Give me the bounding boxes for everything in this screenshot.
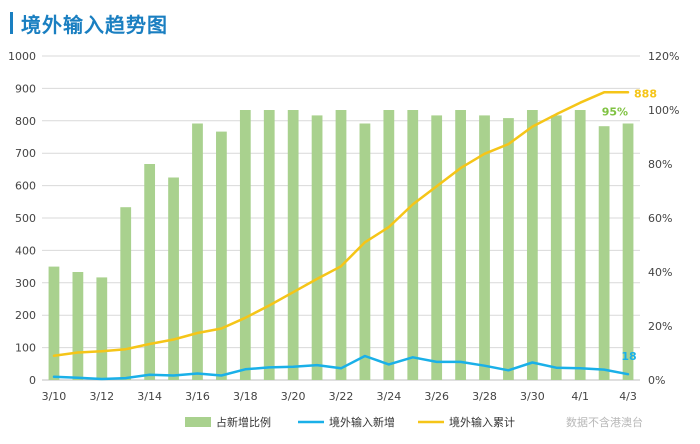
bar-share-3/21 [311, 115, 323, 381]
bar-share-3/27 [455, 110, 466, 380]
chart-title: 境外输入趋势图 [21, 12, 168, 37]
bar-share-3/22 [335, 110, 347, 380]
bar-share-3/16 [192, 123, 203, 380]
bar-share-3/17 [216, 131, 227, 380]
bar-share-3/30 [526, 110, 538, 380]
bar-share-3/19 [263, 110, 275, 380]
bar-share-3/26 [431, 115, 443, 381]
right-axis-tick-label: 0% [648, 374, 665, 387]
left-axis-tick-label: 0 [29, 374, 36, 387]
x-axis-tick-label: 3/28 [472, 390, 497, 403]
title-accent-bar [10, 12, 13, 34]
cumulative-last-label: 888 [634, 87, 657, 100]
line-cumulative-imported [52, 91, 630, 357]
bar-share-3/11 [72, 272, 84, 380]
left-axis-tick-label: 900 [15, 82, 36, 95]
x-axis-tick-label: 3/30 [520, 390, 545, 403]
bar-share-3/29 [503, 118, 514, 380]
x-axis-tick-label: 3/18 [233, 390, 258, 403]
bar-share-3/24 [383, 110, 395, 380]
right-axis-tick-label: 120% [648, 50, 679, 63]
left-axis-tick-label: 500 [15, 212, 36, 225]
new-last-label: 18 [621, 350, 636, 363]
right-axis-tick-label: 80% [648, 158, 672, 171]
left-axis-tick-label: 600 [15, 180, 36, 193]
chart-title-wrap: 境外输入趋势图 [10, 6, 168, 40]
bar-share-3/28 [479, 115, 490, 381]
bar-share-3/13 [120, 207, 132, 380]
line-new-imported [52, 354, 630, 381]
x-axis-tick-label: 3/26 [424, 390, 449, 403]
x-axis-tick-label: 3/10 [42, 390, 67, 403]
share-last-label: 95% [602, 106, 628, 119]
bar-share-3/10 [48, 266, 60, 380]
watermark-text: 数据不含港澳台 [566, 415, 643, 429]
bar-share-3/15 [168, 177, 179, 380]
right-axis-tick-label: 20% [648, 320, 672, 333]
left-axis-tick-label: 700 [15, 147, 36, 160]
right-axis-tick-label: 100% [648, 104, 679, 117]
bar-share-4/2 [598, 126, 610, 380]
bar-share-4/3 [622, 123, 634, 380]
left-axis-tick-label: 300 [15, 277, 36, 290]
left-axis-tick-label: 200 [15, 309, 36, 322]
legend-swatch-share [185, 417, 211, 427]
x-axis-tick-label: 3/22 [329, 390, 354, 403]
x-axis-tick-label: 3/16 [185, 390, 210, 403]
bar-share-4/1 [574, 110, 586, 380]
x-axis-tick-label: 3/12 [89, 390, 114, 403]
bar-share-3/31 [550, 115, 562, 381]
bar-share-3/14 [144, 164, 156, 380]
right-axis-tick-label: 60% [648, 212, 672, 225]
left-axis-tick-label: 400 [15, 244, 36, 257]
bar-share-3/18 [239, 110, 251, 380]
left-axis-tick-label: 100 [15, 342, 36, 355]
bar-share-3/12 [96, 277, 108, 380]
x-axis-tick-label: 3/14 [137, 390, 162, 403]
bar-share-3/20 [287, 110, 299, 380]
legend-label-share: 占新增比例 [216, 415, 271, 429]
bar-share-3/25 [407, 110, 419, 380]
x-axis-tick-label: 4/3 [619, 390, 637, 403]
left-axis-tick-label: 1000 [8, 50, 36, 63]
x-axis-tick-label: 3/20 [281, 390, 306, 403]
x-axis-tick-label: 4/1 [571, 390, 589, 403]
left-axis-tick-label: 800 [15, 115, 36, 128]
right-axis-tick-label: 40% [648, 266, 672, 279]
legend-label-new: 境外输入新增 [329, 415, 395, 429]
legend-label-cumulative: 境外输入累计 [449, 415, 515, 429]
x-axis-tick-label: 3/24 [376, 390, 401, 403]
bar-share-3/23 [359, 123, 371, 380]
